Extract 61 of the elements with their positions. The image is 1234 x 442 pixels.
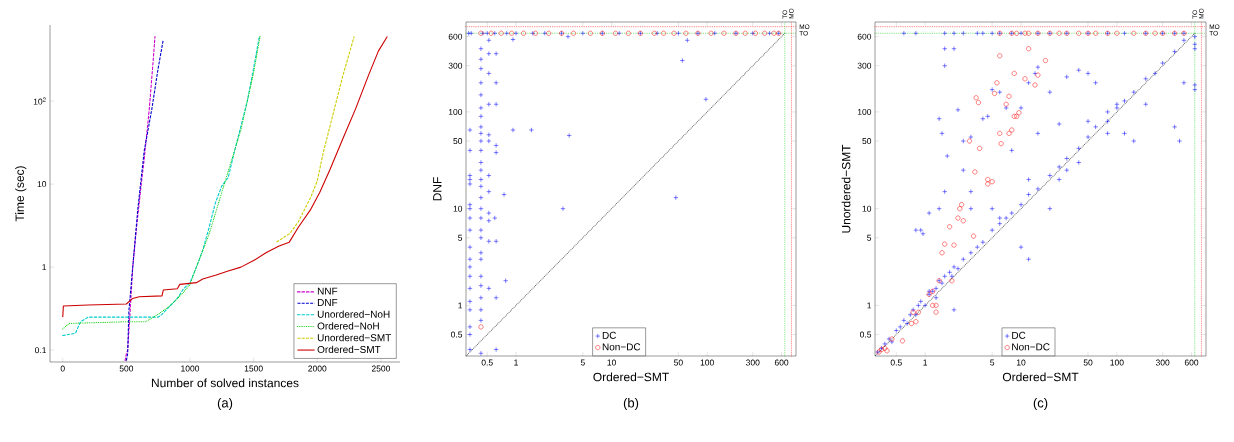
y-tick-label: 10 <box>37 181 47 188</box>
x-tick-label: 5 <box>580 359 585 366</box>
legend-label: NNF <box>317 287 338 295</box>
legend-label: DC <box>1012 331 1026 339</box>
x-tick-label: 600 <box>774 359 789 366</box>
x-axis-title: Ordered−SMT <box>1002 372 1079 382</box>
y-tick-label: 50 <box>453 138 463 145</box>
text: (a) <box>217 397 233 411</box>
x-tick-label: 1 <box>923 359 928 366</box>
x-tick-label: 50 <box>674 359 683 366</box>
legend-label: Non−DC <box>602 343 641 351</box>
y-tick-label: 600 <box>857 33 872 40</box>
y-tick-label: 600 <box>448 33 463 40</box>
x-tick-label: 100 <box>1110 359 1124 366</box>
x-tick-label: 1 <box>514 359 518 366</box>
text: (c) <box>1033 397 1048 411</box>
text: (b) <box>623 397 639 411</box>
x-tick-label: 2500 <box>371 365 391 372</box>
y-tick-label: 1 <box>42 264 47 271</box>
legend-label: Unordered−NoH <box>317 310 390 318</box>
x-tick-label: 0 <box>60 365 65 372</box>
y-axis-title: Unordered−SMT <box>841 144 851 233</box>
y-axis-title: Time (sec) <box>15 166 27 222</box>
y-tick-label: 100 <box>857 108 872 115</box>
legend-label: DC <box>602 331 617 339</box>
y-tick-label: 5 <box>867 234 872 241</box>
x-tick-label: 10 <box>1016 359 1026 366</box>
y-tick-label: 300 <box>857 62 872 69</box>
y-tick-label: 0.1 <box>34 347 47 354</box>
x-tick-label: 2000 <box>308 365 327 372</box>
y-tick-label: 300 <box>448 62 463 69</box>
y-tick-label: 0.5 <box>859 331 872 338</box>
y-tick-label: 10$^{2}$ <box>33 97 46 105</box>
x-tick-label: 50 <box>1083 359 1093 366</box>
x-tick-label: 5 <box>990 359 995 366</box>
x-tick-label: 600 <box>1184 359 1199 366</box>
y-tick-label: 100 <box>448 108 463 115</box>
y-tick-label: 10 <box>453 205 463 212</box>
x-tick-label: 300 <box>746 359 760 366</box>
x-tick-label: 0.5 <box>890 359 902 366</box>
x-tick-label: 300 <box>1155 359 1170 366</box>
y-tick-label: 50 <box>862 138 872 145</box>
x-tick-label: 100 <box>700 359 714 366</box>
legend-label: DNF <box>317 299 338 306</box>
legend-label: Ordered−SMT <box>317 345 381 354</box>
y-tick-label: 1 <box>458 302 463 309</box>
x-tick-label: 10 <box>607 359 616 366</box>
x-axis-title: Ordered−SMT <box>593 372 669 382</box>
x-tick-label: 1500 <box>244 365 263 372</box>
x-tick-label: 1000 <box>181 365 200 372</box>
y-tick-label: 0.5 <box>450 331 463 338</box>
legend-label: Non−DC <box>1012 343 1050 351</box>
x-axis-title: Number of solved instances <box>151 378 299 388</box>
y-tick-label: 10 <box>862 205 872 212</box>
legend-label: Unordered−SMT <box>317 333 392 342</box>
x-tick-label: 0.5 <box>481 359 493 366</box>
y-tick-label: 1 <box>867 302 872 309</box>
legend-label: Ordered−NoH <box>317 322 379 330</box>
y-axis-title: DNF <box>433 177 442 201</box>
x-tick-label: 500 <box>119 365 134 372</box>
y-tick-label: 5 <box>458 234 463 241</box>
